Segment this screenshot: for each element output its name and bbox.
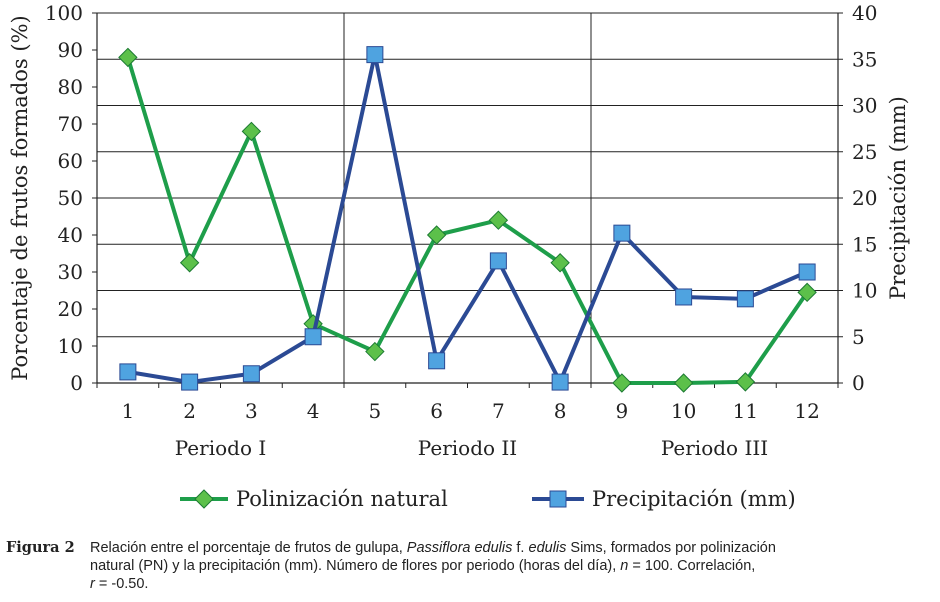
data-point [675,288,693,306]
data-point [428,352,446,370]
period-label: Periodo III [661,436,768,460]
caption-label: Figura 2 [6,539,75,556]
right-axis-ticks: 0 5 10 15 20 25 30 35 40 [852,1,877,395]
data-point [551,373,569,391]
x-tick-label: 7 [492,399,505,423]
data-point [179,253,200,273]
data-point [181,373,199,391]
x-tick-label: 10 [671,399,696,423]
x-tick-label: 12 [794,399,819,423]
legend-label: Precipitación (mm) [592,487,796,511]
caption-text-3: Sims, formados por polinización [566,540,776,556]
left-tick-label: 50 [58,186,83,210]
right-tick-label: 25 [852,140,877,164]
right-axis-title: Precipitación (mm) [886,96,910,300]
left-tick-label: 70 [58,112,83,136]
caption-line-2: natural (PN) y la precipitación (mm). Nú… [6,557,936,575]
data-point [797,282,817,303]
series-layer [118,46,817,393]
data-point [550,253,570,273]
data-point [304,328,322,346]
x-tick-label: 8 [554,399,567,423]
legend-marker [549,490,567,508]
left-tick-label: 30 [58,260,83,284]
caption-r-symbol: r [90,576,95,592]
data-point [365,341,385,362]
x-tick-label: 2 [183,399,196,423]
data-point [366,46,384,64]
period-label: Periodo II [418,436,517,460]
left-tick-label: 10 [58,334,83,358]
right-tick-label: 5 [852,325,865,349]
data-point [612,373,632,393]
x-tick-label: 1 [122,399,135,423]
data-point [736,290,754,308]
caption-text-1: Relación entre el porcentaje de frutos d… [90,540,407,556]
data-point [241,121,262,142]
period-labels: Periodo I Periodo II Periodo III [175,436,768,460]
left-axis-title: Porcentaje de frutos formados (%) [8,15,32,380]
x-tick-label: 9 [616,399,629,423]
x-axis-ticks: 1 2 3 4 5 6 7 8 9 10 11 12 [122,399,820,423]
data-point [119,363,137,381]
x-tick-label: 3 [245,399,258,423]
right-tick-label: 35 [852,47,877,71]
caption-text-6: = -0.50. [94,576,149,592]
caption-line-1: Figura 2 Relación entre el porcentaje de … [6,539,936,557]
legend: Polinización natural Precipitación (mm) [180,487,796,511]
right-tick-label: 30 [852,94,877,118]
figure-caption: Figura 2 Relación entre el porcentaje de … [6,539,936,593]
data-point [489,252,507,270]
left-tick-label: 0 [70,371,83,395]
x-tick-label: 4 [307,399,320,423]
left-tick-label: 40 [58,223,83,247]
series-2 [119,46,816,391]
left-tick-label: 80 [58,75,83,99]
caption-text-2: f. [512,540,529,556]
period-label: Periodo I [175,436,267,460]
x-tick-label: 6 [430,399,443,423]
data-point [613,224,631,242]
left-axis-ticks: 0 10 20 30 40 50 60 70 80 90 100 [45,1,83,395]
data-point [735,372,756,392]
series-line [127,52,808,385]
right-tick-label: 0 [852,371,865,395]
data-point [242,365,260,383]
x-tick-label: 11 [733,399,758,423]
legend-label: Polinización natural [236,487,448,511]
caption-n-symbol: n [620,558,629,574]
right-tick-label: 15 [852,232,877,256]
caption-species: Passiflora edulis [406,540,513,556]
right-tick-label: 20 [852,186,877,210]
axes [92,12,843,388]
legend-item: Precipitación (mm) [532,487,796,511]
caption-line-3: r = -0.50. [6,575,936,593]
grid-lines [97,12,838,338]
caption-form: edulis [528,540,567,556]
x-tick-label: 5 [369,399,382,423]
legend-marker [194,489,214,509]
right-tick-label: 10 [852,279,877,303]
caption-text-4: natural (PN) y la precipitación (mm). Nú… [90,558,621,574]
caption-text-5: = 100. Correlación, [628,558,756,574]
legend-item: Polinización natural [180,487,448,511]
left-tick-label: 100 [45,1,83,25]
left-tick-label: 20 [58,297,83,321]
series-line [125,56,809,385]
data-point [673,373,694,393]
right-tick-label: 40 [852,1,877,25]
data-point [488,210,509,230]
data-point [426,225,447,245]
left-tick-label: 60 [58,149,83,173]
series-1 [118,47,817,393]
data-point [118,47,138,68]
data-point [798,263,816,281]
left-tick-label: 90 [58,38,83,62]
